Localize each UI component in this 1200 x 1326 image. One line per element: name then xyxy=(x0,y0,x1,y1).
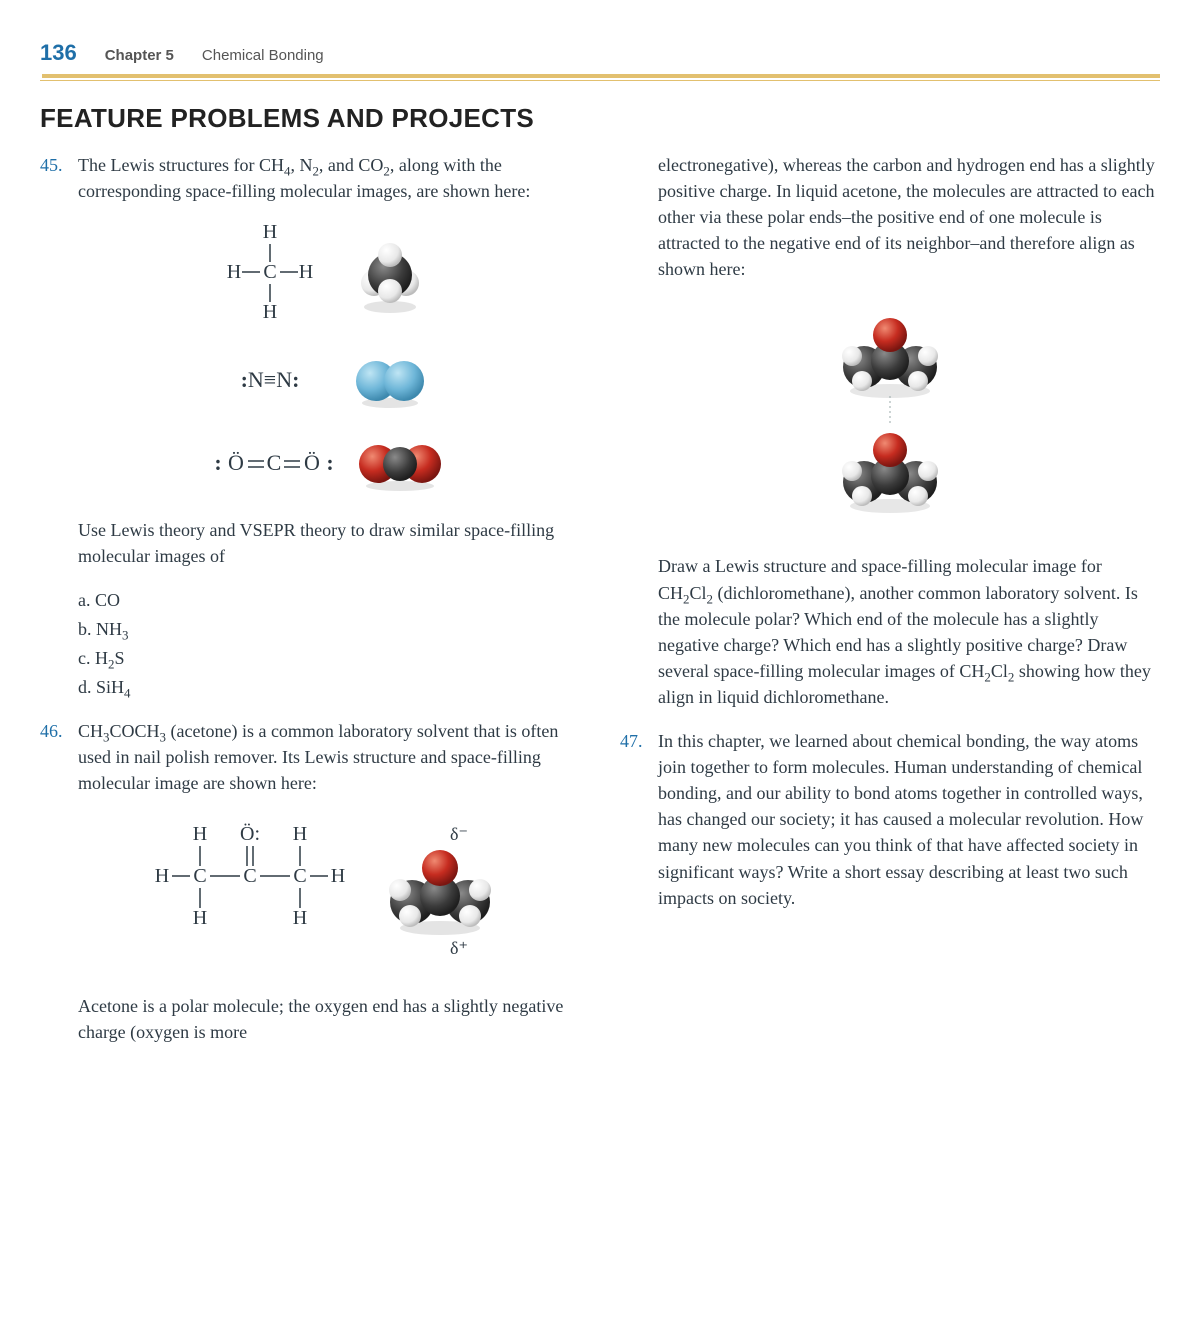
chapter-title: Chemical Bonding xyxy=(202,47,324,64)
q45-sublist: a. CO b. NH3 c. H2S d. SiH4 xyxy=(40,587,580,702)
q45-b: b. NH3 xyxy=(78,616,580,644)
q45-number: 45. xyxy=(40,152,70,204)
q47-text: In this chapter, we learned about chemic… xyxy=(658,728,1160,911)
q45: 45. The Lewis structures for CH4, N2, an… xyxy=(40,152,580,204)
q47-number: 47. xyxy=(620,728,650,911)
svg-text:C: C xyxy=(293,865,306,887)
svg-text:H: H xyxy=(155,865,169,887)
fig-acetone: H Ö: H H C C C H xyxy=(40,810,580,975)
fig-acetone-pair xyxy=(620,300,1160,535)
running-head: 136 Chapter 5 Chemical Bonding xyxy=(40,40,1160,66)
svg-text:H: H xyxy=(263,221,277,243)
fig-n2: :N≡N: xyxy=(40,351,580,416)
q46-number: 46. xyxy=(40,718,70,796)
section-heading: FEATURE PROBLEMS AND PROJECTS xyxy=(40,103,1160,134)
q45-after: Use Lewis theory and VSEPR theory to dra… xyxy=(40,517,580,569)
fig-co2: : Ö C Ö : xyxy=(40,434,580,499)
q45-intro: The Lewis structures for CH4, N2, and CO… xyxy=(78,152,580,204)
q46: 46. CH3COCH3 (acetone) is a common labor… xyxy=(40,718,580,796)
two-column-body: 45. The Lewis structures for CH4, N2, an… xyxy=(40,152,1160,1172)
svg-text:H: H xyxy=(193,907,207,929)
svg-text:H: H xyxy=(331,865,345,887)
svg-text:δ⁻: δ⁻ xyxy=(450,824,468,844)
svg-text:Ö: Ö xyxy=(304,450,320,475)
fig-ch4: H H C H H xyxy=(40,218,580,333)
svg-text:H: H xyxy=(293,823,307,845)
svg-text:H: H xyxy=(263,301,277,323)
q45-c: c. H2S xyxy=(78,645,580,673)
svg-text:C: C xyxy=(267,450,282,475)
svg-text:H: H xyxy=(193,823,207,845)
lewis-n2: :N≡N: xyxy=(241,367,300,392)
rule-top xyxy=(42,74,1160,78)
q46-after2: Draw a Lewis structure and space-filling… xyxy=(620,553,1160,710)
chapter-label: Chapter 5 xyxy=(105,47,174,64)
svg-text:C: C xyxy=(263,261,276,283)
rule-thin xyxy=(40,80,1160,81)
q46-cont: electronegative), whereas the carbon and… xyxy=(620,152,1160,282)
q47: 47. In this chapter, we learned about ch… xyxy=(620,728,1160,911)
svg-text::: : xyxy=(214,450,221,475)
page-number: 136 xyxy=(40,40,77,66)
svg-text::: : xyxy=(326,450,333,475)
q46-after1: Acetone is a polar molecule; the oxygen … xyxy=(40,993,580,1045)
svg-text:Ö:: Ö: xyxy=(240,822,260,845)
q46-intro: CH3COCH3 (acetone) is a common laborator… xyxy=(78,718,580,796)
svg-text:H: H xyxy=(299,261,313,283)
svg-text:H: H xyxy=(227,261,241,283)
svg-text:δ⁺: δ⁺ xyxy=(450,938,468,958)
q45-d: d. SiH4 xyxy=(78,674,580,702)
svg-text:H: H xyxy=(293,907,307,929)
svg-text:Ö: Ö xyxy=(228,450,244,475)
svg-text:C: C xyxy=(243,865,256,887)
q45-a: a. CO xyxy=(78,587,580,615)
svg-text:C: C xyxy=(193,865,206,887)
